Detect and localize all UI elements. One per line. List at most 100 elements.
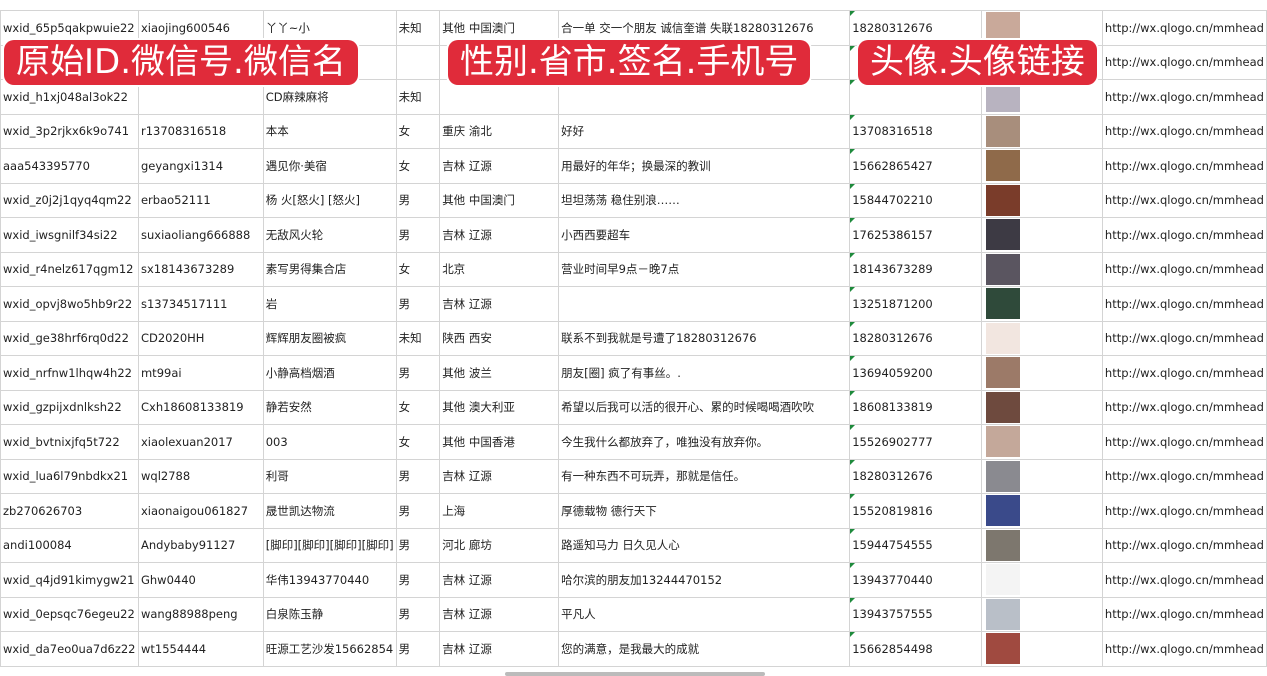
- phone-cell[interactable]: 18608133819: [849, 389, 982, 425]
- wechat-id-cell[interactable]: Cxh18608133819: [137, 389, 264, 425]
- signature-cell[interactable]: 营业时间早9点－晚7点: [558, 251, 851, 287]
- avatar-url-cell[interactable]: http://wx.qlogo.cn/mmhead: [1101, 182, 1267, 218]
- region-cell[interactable]: 北京: [439, 251, 560, 287]
- phone-cell[interactable]: 18280312676: [849, 320, 982, 356]
- gender-cell[interactable]: 男: [395, 631, 441, 667]
- signature-cell[interactable]: 朋友[圈] 疯了有事丝。.: [558, 355, 851, 391]
- horizontal-scrollbar[interactable]: [505, 672, 765, 676]
- avatar-url-cell[interactable]: http://wx.qlogo.cn/mmhead: [1101, 596, 1267, 632]
- region-cell[interactable]: 河北 廊坊: [439, 527, 560, 563]
- wechat-id-cell[interactable]: xiaonaigou061827: [137, 493, 264, 529]
- original-id-cell[interactable]: wxid_nrfnw1lhqw4h22: [0, 355, 139, 391]
- signature-cell[interactable]: 今生我什么都放弃了，唯独没有放弃你。: [558, 424, 851, 460]
- avatar-cell[interactable]: [981, 182, 1103, 218]
- nickname-cell[interactable]: [脚印][脚印][脚印][脚印]: [262, 527, 397, 563]
- region-cell[interactable]: 其他 中国澳门: [439, 182, 560, 218]
- region-cell[interactable]: 吉林 辽源: [439, 148, 560, 184]
- phone-cell[interactable]: 15662865427: [849, 148, 982, 184]
- avatar-url-cell[interactable]: http://wx.qlogo.cn/mmhead: [1101, 562, 1267, 598]
- avatar-cell[interactable]: [981, 251, 1103, 287]
- gender-cell[interactable]: 未知: [395, 10, 441, 46]
- gender-cell[interactable]: [395, 44, 441, 80]
- signature-cell[interactable]: 希望以后我可以活的很开心、累的时候喝喝酒吹吹: [558, 389, 851, 425]
- avatar-url-cell[interactable]: http://wx.qlogo.cn/mmhead: [1101, 493, 1267, 529]
- gender-cell[interactable]: 女: [395, 113, 441, 149]
- phone-cell[interactable]: 13943757555: [849, 596, 982, 632]
- phone-cell[interactable]: 13708316518: [849, 113, 982, 149]
- wechat-id-cell[interactable]: xiaolexuan2017: [137, 424, 264, 460]
- avatar-cell[interactable]: [981, 527, 1103, 563]
- gender-cell[interactable]: 男: [395, 355, 441, 391]
- original-id-cell[interactable]: andi100084: [0, 527, 139, 563]
- signature-cell[interactable]: 厚德载物 德行天下: [558, 493, 851, 529]
- phone-cell[interactable]: 17625386157: [849, 217, 982, 253]
- avatar-cell[interactable]: [981, 286, 1103, 322]
- signature-cell[interactable]: 您的满意，是我最大的成就: [558, 631, 851, 667]
- avatar-url-cell[interactable]: http://wx.qlogo.cn/mmhead: [1101, 148, 1267, 184]
- gender-cell[interactable]: 男: [395, 286, 441, 322]
- nickname-cell[interactable]: 素写男得集合店: [262, 251, 397, 287]
- avatar-cell[interactable]: [981, 424, 1103, 460]
- signature-cell[interactable]: 坦坦荡荡 稳住别浪……: [558, 182, 851, 218]
- region-cell[interactable]: 吉林 辽源: [439, 562, 560, 598]
- avatar-cell[interactable]: [981, 389, 1103, 425]
- wechat-id-cell[interactable]: wql2788: [137, 458, 264, 494]
- nickname-cell[interactable]: 无敌风火轮: [262, 217, 397, 253]
- gender-cell[interactable]: 男: [395, 182, 441, 218]
- original-id-cell[interactable]: wxid_r4nelz617qgm12: [0, 251, 139, 287]
- signature-cell[interactable]: 小西西要超车: [558, 217, 851, 253]
- original-id-cell[interactable]: wxid_bvtnixjfq5t722: [0, 424, 139, 460]
- original-id-cell[interactable]: wxid_opvj8wo5hb9r22: [0, 286, 139, 322]
- avatar-url-cell[interactable]: http://wx.qlogo.cn/mmhead: [1101, 355, 1267, 391]
- avatar-url-cell[interactable]: http://wx.qlogo.cn/mmhead: [1101, 320, 1267, 356]
- gender-cell[interactable]: 男: [395, 493, 441, 529]
- avatar-cell[interactable]: [981, 217, 1103, 253]
- nickname-cell[interactable]: 静若安然: [262, 389, 397, 425]
- gender-cell[interactable]: 男: [395, 458, 441, 494]
- gender-cell[interactable]: 男: [395, 562, 441, 598]
- original-id-cell[interactable]: wxid_da7eo0ua7d6z22: [0, 631, 139, 667]
- avatar-cell[interactable]: [981, 493, 1103, 529]
- avatar-url-cell[interactable]: http://wx.qlogo.cn/mmhead: [1101, 527, 1267, 563]
- nickname-cell[interactable]: 白泉陈玉静: [262, 596, 397, 632]
- avatar-url-cell[interactable]: http://wx.qlogo.cn/mmhead: [1101, 286, 1267, 322]
- avatar-cell[interactable]: [981, 596, 1103, 632]
- signature-cell[interactable]: 用最好的年华；换最深的教训: [558, 148, 851, 184]
- avatar-url-cell[interactable]: http://wx.qlogo.cn/mmhead: [1101, 631, 1267, 667]
- nickname-cell[interactable]: 辉辉朋友圈被疯: [262, 320, 397, 356]
- phone-cell[interactable]: 15844702210: [849, 182, 982, 218]
- signature-cell[interactable]: [558, 286, 851, 322]
- signature-cell[interactable]: 哈尔滨的朋友加13244470152: [558, 562, 851, 598]
- nickname-cell[interactable]: 晟世凯达物流: [262, 493, 397, 529]
- gender-cell[interactable]: 女: [395, 424, 441, 460]
- nickname-cell[interactable]: 遇见你·美宿: [262, 148, 397, 184]
- wechat-id-cell[interactable]: Ghw0440: [137, 562, 264, 598]
- wechat-id-cell[interactable]: geyangxi1314: [137, 148, 264, 184]
- avatar-cell[interactable]: [981, 355, 1103, 391]
- phone-cell[interactable]: 18280312676: [849, 458, 982, 494]
- signature-cell[interactable]: 合一单 交一个朋友 诚信奎谱 失联18280312676: [558, 10, 851, 46]
- wechat-id-cell[interactable]: s13734517111: [137, 286, 264, 322]
- avatar-url-cell[interactable]: http://wx.qlogo.cn/mmhead: [1101, 424, 1267, 460]
- original-id-cell[interactable]: zb270626703: [0, 493, 139, 529]
- avatar-cell[interactable]: [981, 562, 1103, 598]
- phone-cell[interactable]: 13694059200: [849, 355, 982, 391]
- phone-cell[interactable]: 18280312676: [849, 10, 982, 46]
- region-cell[interactable]: 吉林 辽源: [439, 286, 560, 322]
- wechat-id-cell[interactable]: CD2020HH: [137, 320, 264, 356]
- gender-cell[interactable]: 男: [395, 527, 441, 563]
- signature-cell[interactable]: 联系不到我就是号遭了18280312676: [558, 320, 851, 356]
- original-id-cell[interactable]: wxid_65p5qakpwuie22: [0, 10, 139, 46]
- gender-cell[interactable]: 未知: [395, 320, 441, 356]
- avatar-url-cell[interactable]: http://wx.qlogo.cn/mmhead: [1101, 79, 1267, 115]
- nickname-cell[interactable]: 岩: [262, 286, 397, 322]
- original-id-cell[interactable]: aaa543395770: [0, 148, 139, 184]
- avatar-cell[interactable]: [981, 320, 1103, 356]
- nickname-cell[interactable]: 003: [262, 424, 397, 460]
- wechat-id-cell[interactable]: erbao52111: [137, 182, 264, 218]
- avatar-url-cell[interactable]: http://wx.qlogo.cn/mmhead: [1101, 389, 1267, 425]
- region-cell[interactable]: 吉林 辽源: [439, 217, 560, 253]
- signature-cell[interactable]: 好好: [558, 113, 851, 149]
- gender-cell[interactable]: 女: [395, 389, 441, 425]
- avatar-url-cell[interactable]: http://wx.qlogo.cn/mmhead: [1101, 251, 1267, 287]
